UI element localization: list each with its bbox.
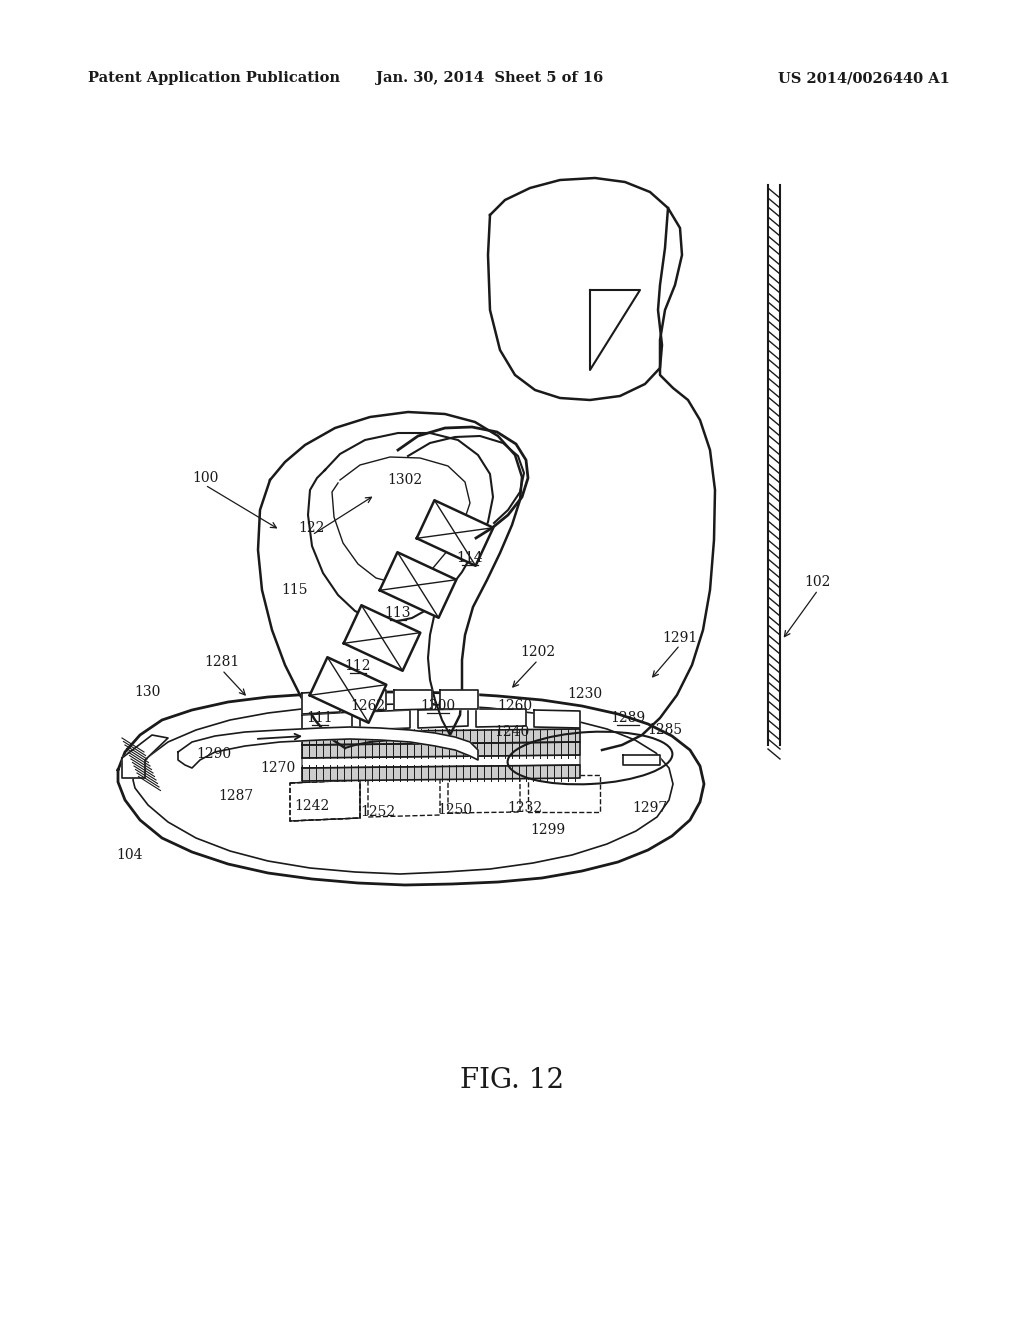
Text: 1260: 1260: [498, 700, 532, 713]
Polygon shape: [302, 690, 340, 714]
Polygon shape: [368, 777, 440, 817]
Text: 1297: 1297: [633, 801, 668, 814]
Polygon shape: [302, 711, 352, 733]
Text: 1285: 1285: [647, 723, 683, 737]
Text: 1240: 1240: [495, 725, 529, 739]
Polygon shape: [302, 742, 580, 758]
Polygon shape: [440, 690, 478, 709]
Text: 130: 130: [135, 685, 161, 700]
Text: 100: 100: [191, 471, 218, 484]
Text: 112: 112: [345, 659, 372, 673]
Text: 1299: 1299: [530, 822, 565, 837]
Text: 1289: 1289: [610, 711, 645, 725]
Text: 1242: 1242: [294, 799, 330, 813]
Text: FIG. 12: FIG. 12: [460, 1067, 564, 1093]
Text: 1250: 1250: [437, 803, 472, 817]
Polygon shape: [534, 710, 580, 729]
Text: 1300: 1300: [421, 700, 456, 713]
Text: US 2014/0026440 A1: US 2014/0026440 A1: [778, 71, 950, 84]
Polygon shape: [290, 780, 360, 821]
Text: 102: 102: [805, 576, 831, 589]
Polygon shape: [309, 657, 386, 723]
Polygon shape: [417, 500, 494, 566]
Polygon shape: [302, 729, 580, 744]
Polygon shape: [118, 692, 705, 884]
Text: 113: 113: [385, 606, 412, 620]
Polygon shape: [178, 727, 478, 768]
Text: 1302: 1302: [387, 473, 423, 487]
Polygon shape: [449, 775, 520, 813]
Text: 1290: 1290: [197, 747, 231, 762]
Polygon shape: [380, 552, 457, 618]
Polygon shape: [590, 290, 640, 370]
Text: 104: 104: [117, 847, 143, 862]
Text: 1252: 1252: [360, 805, 395, 818]
Text: 115: 115: [282, 583, 308, 597]
Text: 1291: 1291: [663, 631, 697, 645]
Text: 1281: 1281: [205, 655, 240, 669]
Text: 1270: 1270: [260, 762, 296, 775]
Polygon shape: [418, 709, 468, 729]
Polygon shape: [302, 755, 580, 768]
Polygon shape: [122, 735, 168, 777]
Polygon shape: [476, 709, 526, 727]
Text: 114: 114: [457, 550, 483, 565]
Polygon shape: [360, 710, 410, 730]
Text: Patent Application Publication: Patent Application Publication: [88, 71, 340, 84]
Text: Jan. 30, 2014  Sheet 5 of 16: Jan. 30, 2014 Sheet 5 of 16: [377, 71, 603, 84]
Polygon shape: [528, 775, 600, 812]
Polygon shape: [623, 755, 660, 766]
Polygon shape: [308, 433, 493, 622]
Text: 111: 111: [306, 711, 334, 725]
Text: 1262: 1262: [350, 700, 386, 713]
Text: 1287: 1287: [218, 789, 254, 803]
Text: 122: 122: [299, 521, 326, 535]
Polygon shape: [490, 178, 780, 750]
Polygon shape: [302, 766, 580, 781]
Text: 1232: 1232: [508, 801, 543, 814]
Text: 1202: 1202: [520, 645, 556, 659]
Text: 1230: 1230: [567, 686, 602, 701]
Polygon shape: [348, 690, 386, 711]
Polygon shape: [394, 690, 432, 710]
Polygon shape: [344, 606, 420, 671]
